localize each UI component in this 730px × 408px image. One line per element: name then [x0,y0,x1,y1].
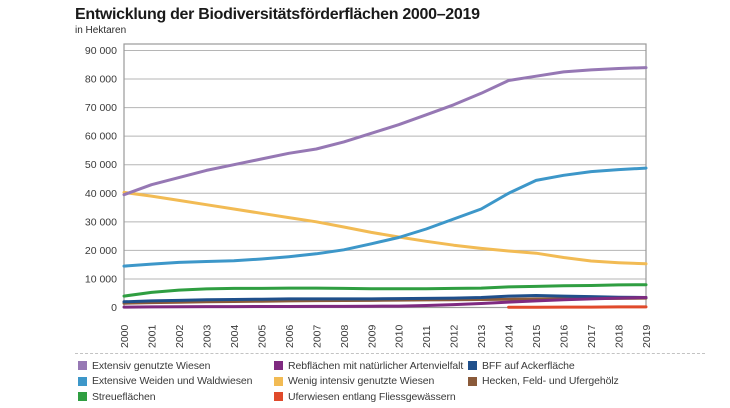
y-tick-label: 30 000 [85,216,117,228]
x-tick-label: 2012 [449,324,461,348]
x-tick-label: 2018 [614,324,626,348]
x-tick-label: 2015 [531,324,543,348]
legend-swatch [274,392,283,402]
legend-item: Wenig intensiv genutzte Wiesen [274,374,463,390]
x-tick-label: 2002 [174,324,186,348]
legend-item: Extensiv genutzte Wiesen [78,358,252,374]
legend-label: Extensive Weiden und Waldwiesen [92,375,253,388]
legend-column: BFF auf Ackerfläche Hecken, Feld- und Ufe… [468,358,619,389]
legend-label: Streueflächen [92,390,156,403]
x-tick-label: 2007 [311,324,323,348]
legend-swatch [274,376,283,386]
y-tick-label: 70 000 [85,102,117,114]
y-tick-label: 0 [111,302,117,314]
x-tick-label: 2016 [559,324,571,348]
x-tick-label: 2017 [586,324,598,348]
x-tick-label: 2013 [476,324,488,348]
x-tick-label: 2004 [229,324,241,348]
y-tick-label: 10 000 [85,273,117,285]
legend-label: Extensiv genutzte Wiesen [92,359,211,372]
legend-item: Rebflächen mit natürlicher Artenvielfalt [274,358,463,374]
chart-subtitle: in Hektaren [75,25,127,36]
legend-column: Extensiv genutzte Wiesen Extensive Weiden… [78,358,252,405]
legend-label: Uferwiesen entlang Fliessgewässern [288,390,456,403]
series-lines [122,66,648,309]
x-tick-label: 2006 [284,324,296,348]
legend-swatch [468,361,477,371]
chart-title: Entwicklung der Biodiversitätsförderfläc… [75,6,480,23]
y-tick-label: 40 000 [85,188,117,200]
series-line [122,296,648,309]
chart-header: Entwicklung der Biodiversitätsförderfläc… [75,6,480,36]
x-tick-label: 2001 [146,324,158,348]
legend-column: Rebflächen mit natürlicher Artenvielfalt… [274,358,463,405]
x-tick-label: 2014 [504,324,516,348]
gridlines [124,50,646,280]
x-axis-labels: 2000 2001 2002 2003 2004 2005 2006 2007 2008 2009… [119,324,653,348]
y-tick-label: 90 000 [85,45,117,57]
legend-item: BFF auf Ackerfläche [468,358,619,374]
legend-item: Uferwiesen entlang Fliessgewässern [274,389,463,405]
series-line [122,190,648,266]
series-line [122,283,648,298]
y-tick-label: 50 000 [85,159,117,171]
x-tick-label: 2005 [256,324,268,348]
y-tick-label: 20 000 [85,245,117,257]
line-chart: 0 10 000 20 000 30 000 40 000 50 000 60 000 70 … [85,43,653,348]
y-axis-labels: 0 10 000 20 000 30 000 40 000 50 000 60 000 70 … [85,45,117,314]
legend-item: Extensive Weiden und Waldwiesen [78,374,252,390]
legend-item: Streueflächen [78,389,252,405]
y-tick-label: 80 000 [85,74,117,86]
series-line [122,66,648,197]
legend-swatch [468,376,477,386]
x-tick-label: 2009 [366,324,378,348]
series-line [122,166,648,268]
series-line [122,294,648,304]
legend-label: Hecken, Feld- und Ufergehölz [482,375,619,388]
legend-label: Rebflächen mit natürlicher Artenvielfalt [288,359,464,372]
x-tick-label: 2011 [421,325,433,348]
legend-swatch [274,361,283,371]
x-tick-label: 2008 [339,324,351,348]
legend-swatch [78,376,87,386]
legend-swatch [78,392,87,402]
legend-swatch [78,361,87,371]
legend-label: BFF auf Ackerfläche [482,359,575,372]
legend-item: Hecken, Feld- und Ufergehölz [468,374,619,390]
chart-legend: Extensiv genutzte Wiesen Extensive Weiden… [75,353,705,403]
x-tick-label: 2010 [394,324,406,348]
x-tick-label: 2019 [641,324,653,348]
y-tick-label: 60 000 [85,131,117,143]
x-tick-label: 2000 [119,324,131,348]
x-tick-label: 2003 [201,324,213,348]
legend-label: Wenig intensiv genutzte Wiesen [288,375,435,388]
